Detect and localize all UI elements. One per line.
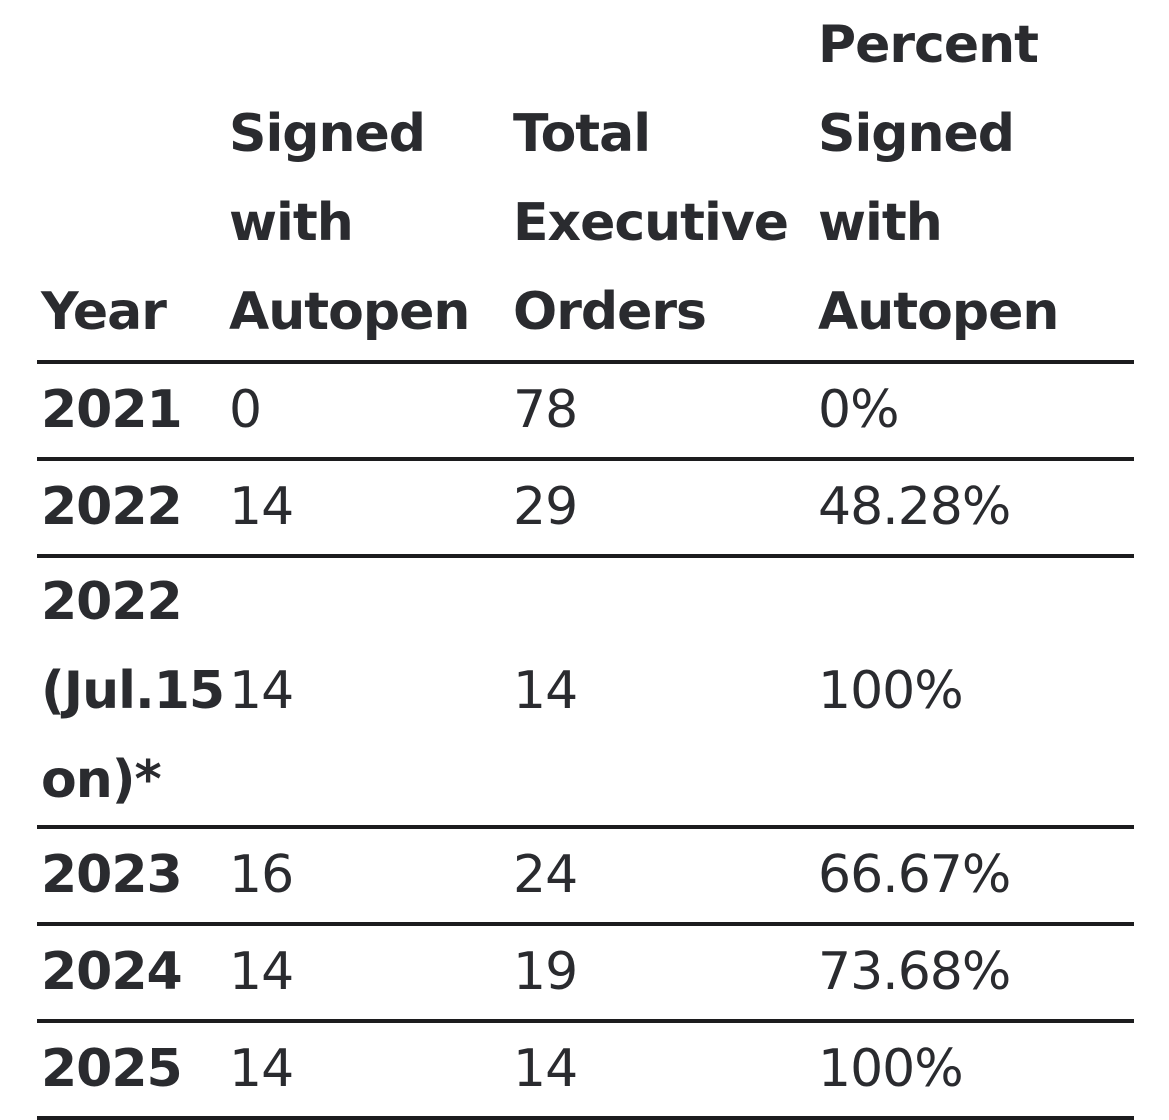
cell-percent: 100% [814, 1021, 1134, 1120]
cell-year: 2022 [37, 459, 225, 558]
cell-signed: 0 [225, 362, 509, 461]
cell-percent: 73.68% [814, 924, 1134, 1023]
cell-total: 29 [509, 459, 814, 558]
table-row: 2021 0 78 0% [37, 362, 1134, 461]
header-percent-signed-with-autopen: Percent Signed with Autopen [814, 0, 1134, 364]
cell-total: 24 [509, 827, 814, 926]
table-row: 2022 (Jul.15 on)* 14 14 100% [37, 556, 1134, 829]
cell-year: 2025 [37, 1021, 225, 1120]
cell-signed: 14 [225, 556, 509, 829]
cell-signed: 14 [225, 459, 509, 558]
autopen-table-container: Year Signed with Autopen Total Executive… [37, 0, 1134, 1120]
cell-total: 14 [509, 556, 814, 829]
header-row: Year Signed with Autopen Total Executive… [37, 0, 1134, 364]
table-row: 2025 14 14 100% [37, 1021, 1134, 1120]
table-row: 2024 14 19 73.68% [37, 924, 1134, 1023]
header-year: Year [37, 0, 225, 364]
cell-percent: 66.67% [814, 827, 1134, 926]
cell-signed: 14 [225, 924, 509, 1023]
cell-year: 2022 (Jul.15 on)* [37, 556, 225, 829]
table-row: 2022 14 29 48.28% [37, 459, 1134, 558]
cell-percent: 48.28% [814, 459, 1134, 558]
cell-year: 2021 [37, 362, 225, 461]
table-header: Year Signed with Autopen Total Executive… [37, 0, 1134, 364]
cell-percent: 0% [814, 362, 1134, 461]
cell-percent: 100% [814, 556, 1134, 829]
cell-year: 2023 [37, 827, 225, 926]
header-signed-with-autopen: Signed with Autopen [225, 0, 509, 364]
cell-total: 14 [509, 1021, 814, 1120]
cell-total: 19 [509, 924, 814, 1023]
cell-year: 2024 [37, 924, 225, 1023]
header-total-executive-orders: Total Executive Orders [509, 0, 814, 364]
cell-signed: 16 [225, 827, 509, 926]
table-row: 2023 16 24 66.67% [37, 827, 1134, 926]
cell-signed: 14 [225, 1021, 509, 1120]
autopen-executive-orders-table: Year Signed with Autopen Total Executive… [37, 0, 1134, 1120]
table-body: 2021 0 78 0% 2022 14 29 48.28% 2022 (Jul… [37, 362, 1134, 1120]
cell-total: 78 [509, 362, 814, 461]
